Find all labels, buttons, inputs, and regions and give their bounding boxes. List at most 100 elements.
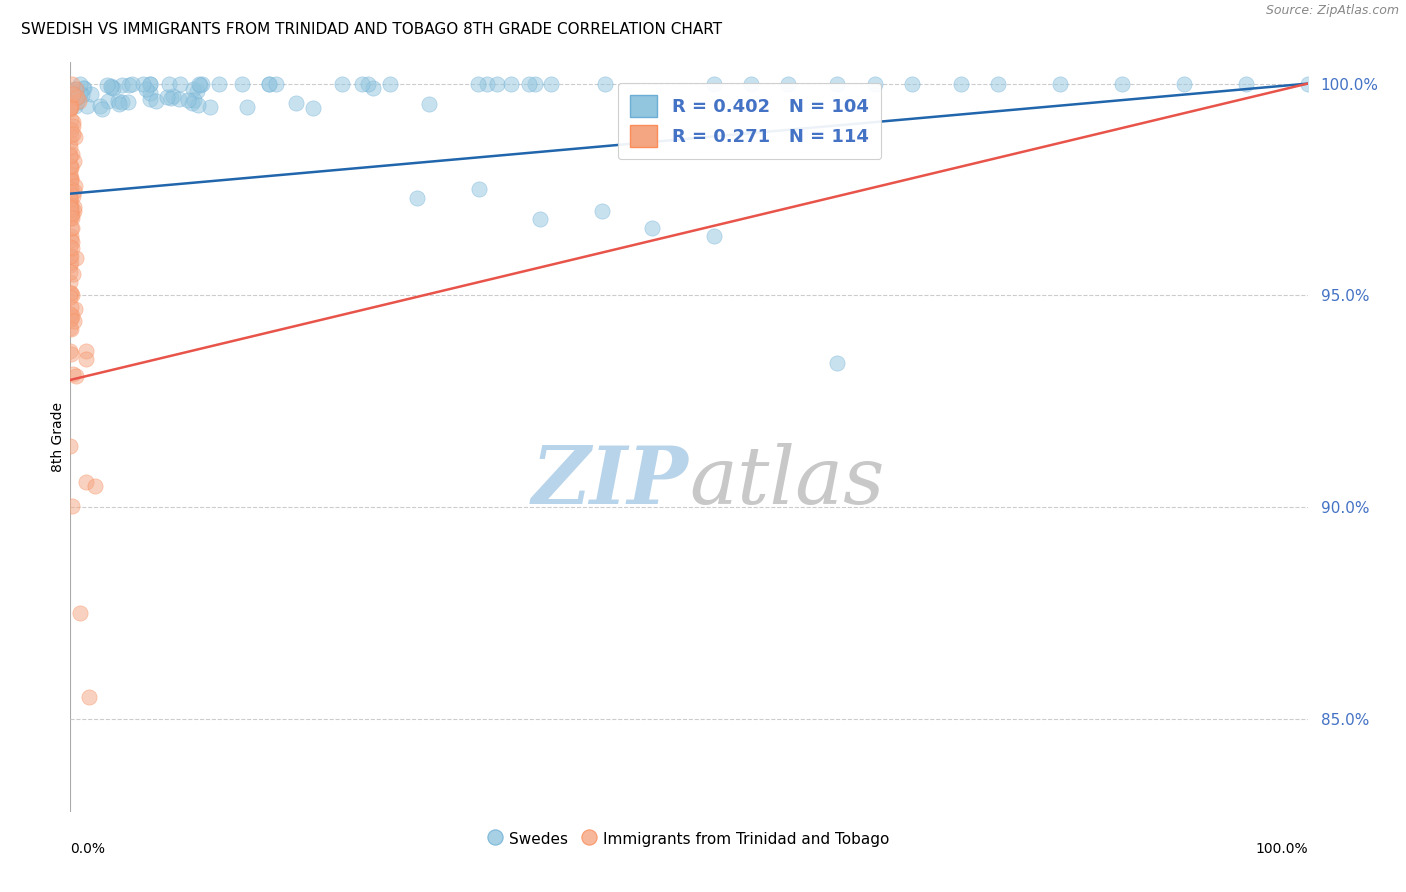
Point (863, 77, 886, 91)
Point (65, 91, 87, 105)
Text: ZIP: ZIP (531, 443, 689, 521)
Point (59, 307, 82, 321)
Point (59, 140, 82, 154)
Point (591, 203, 613, 218)
Point (59, 255, 82, 269)
Point (188, 78, 211, 93)
Point (60, 233, 83, 247)
Point (59, 98, 82, 112)
Point (59, 240, 82, 254)
Point (499, 77, 522, 91)
Point (159, 91, 181, 105)
Point (59, 265, 82, 279)
Point (59, 101, 82, 115)
Point (524, 77, 547, 91)
Point (169, 77, 191, 91)
Point (63, 184, 86, 198)
Point (111, 95, 134, 109)
Point (378, 77, 401, 91)
Point (59, 198, 82, 212)
Point (59, 167, 82, 181)
Point (236, 101, 259, 115)
Point (59, 135, 82, 149)
Point (157, 77, 180, 91)
Point (96, 78, 118, 92)
Legend: Swedes, Immigrants from Trinidad and Tobago: Swedes, Immigrants from Trinidad and Tob… (482, 824, 896, 853)
Point (198, 100, 221, 114)
Point (75, 475, 97, 489)
Point (89, 99, 111, 113)
Point (59, 206, 82, 220)
Point (63, 200, 86, 214)
Point (529, 212, 551, 227)
Point (301, 101, 323, 115)
Point (59, 201, 82, 215)
Point (900, 77, 922, 91)
Point (65, 252, 87, 266)
Point (181, 95, 204, 110)
Point (231, 77, 253, 91)
Point (60, 321, 83, 335)
Point (66, 89, 89, 103)
Point (60, 122, 83, 136)
Point (60, 347, 83, 361)
Point (90, 102, 112, 116)
Y-axis label: 8th Grade: 8th Grade (51, 402, 65, 472)
Point (73, 80, 96, 95)
Point (69, 77, 91, 91)
Point (59, 344, 82, 359)
Point (60, 310, 83, 325)
Point (703, 229, 725, 244)
Point (63, 179, 86, 194)
Point (827, 356, 849, 370)
Point (59, 174, 82, 188)
Point (59, 181, 82, 195)
Point (60, 235, 83, 249)
Point (59, 103, 82, 117)
Point (740, 77, 762, 91)
Point (69, 606, 91, 620)
Point (59, 249, 82, 263)
Point (1049, 77, 1071, 91)
Point (176, 93, 198, 107)
Point (66, 95, 89, 109)
Point (1234, 77, 1257, 91)
Point (59, 192, 82, 206)
Point (107, 97, 129, 112)
Point (59, 191, 82, 205)
Point (77, 690, 100, 705)
Point (62, 87, 84, 102)
Point (59, 200, 82, 214)
Point (121, 77, 143, 91)
Point (827, 77, 849, 91)
Point (467, 77, 489, 91)
Point (59, 99, 82, 113)
Point (361, 80, 384, 95)
Point (950, 77, 973, 91)
Point (69, 87, 91, 101)
Point (117, 95, 139, 110)
Point (284, 95, 307, 110)
Point (59, 174, 82, 188)
Point (63, 84, 86, 98)
Text: 100.0%: 100.0% (1256, 842, 1308, 855)
Point (540, 77, 562, 91)
Point (145, 94, 167, 108)
Point (187, 98, 209, 112)
Point (59, 95, 82, 110)
Point (100, 79, 122, 94)
Point (418, 97, 440, 112)
Point (107, 94, 129, 108)
Point (188, 77, 211, 91)
Point (641, 220, 664, 235)
Point (987, 77, 1010, 91)
Point (60, 83, 83, 97)
Point (103, 81, 125, 95)
Point (100, 79, 122, 94)
Point (59, 229, 82, 244)
Point (357, 77, 380, 91)
Point (59, 160, 82, 174)
Point (776, 77, 799, 91)
Point (62, 367, 84, 381)
Point (80, 87, 103, 102)
